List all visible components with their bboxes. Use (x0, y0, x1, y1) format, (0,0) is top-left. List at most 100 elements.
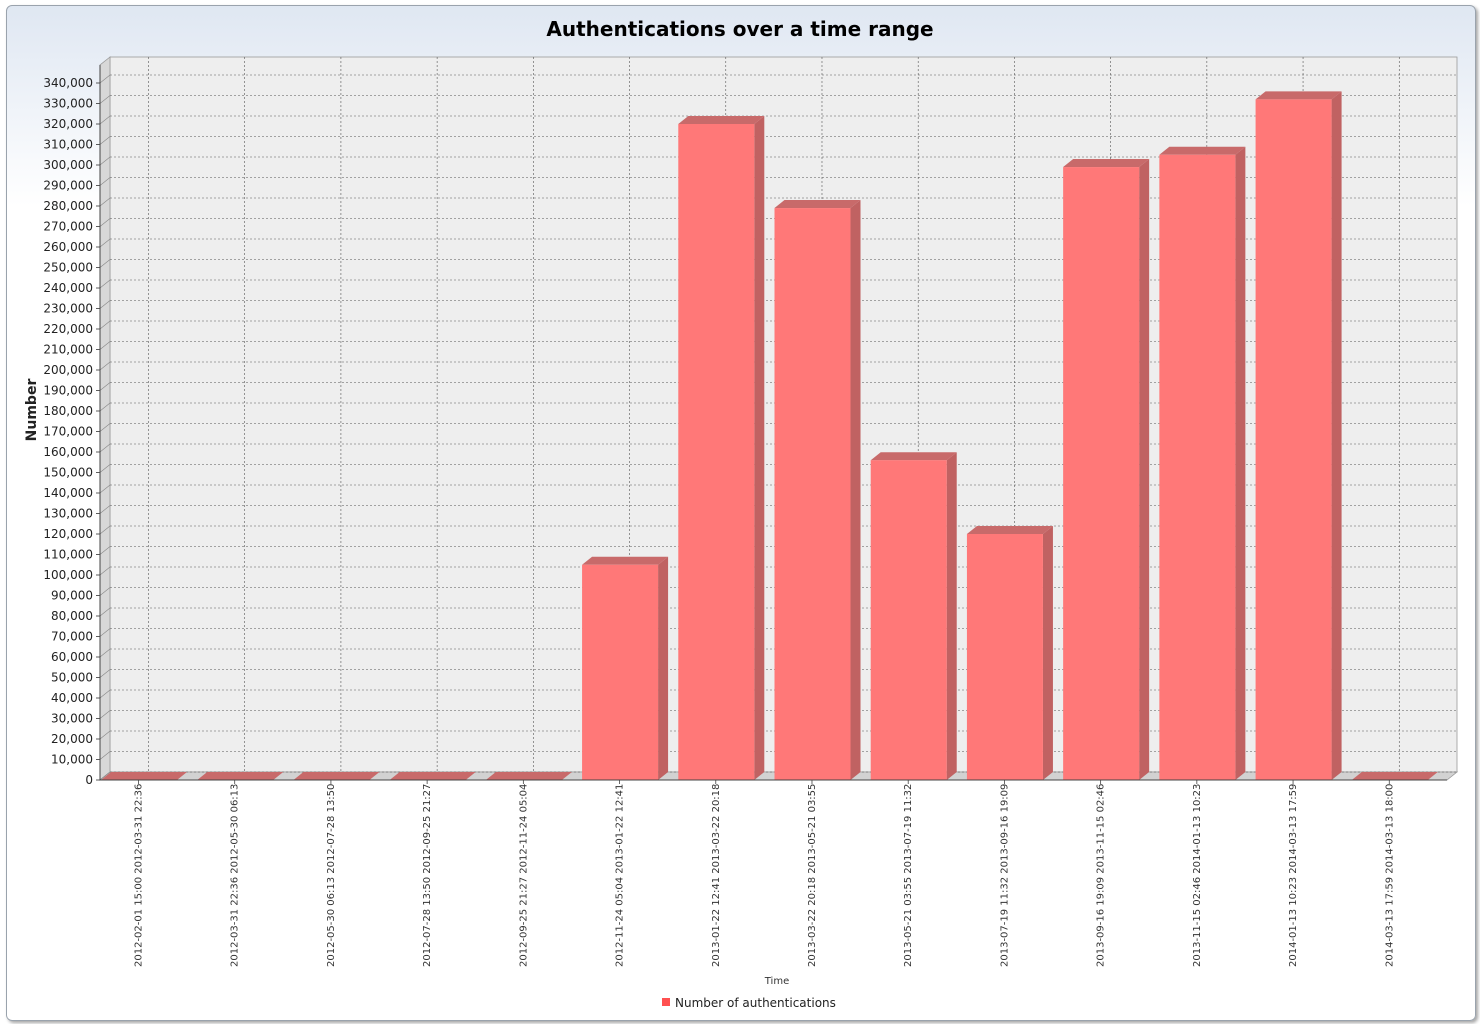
bar-front (1063, 167, 1140, 781)
bar-side (1331, 91, 1342, 780)
y-tick-label: 180,000 (43, 404, 93, 418)
bar (1351, 772, 1438, 780)
x-tick-label: 2013-05-21 03:55 2013-07-19 11:32 (903, 784, 914, 967)
bar (966, 526, 1053, 780)
bar-front (870, 460, 947, 780)
y-tick-label: 210,000 (43, 343, 93, 357)
h-gridline-side (99, 95, 111, 104)
bar-top (582, 556, 669, 565)
x-axis-label: Time (764, 976, 789, 987)
y-tick-label: 130,000 (43, 507, 93, 521)
bar (582, 556, 669, 780)
bar (485, 772, 572, 780)
bar-top (293, 772, 380, 780)
h-gridline-side (99, 320, 111, 330)
bar-top (870, 452, 957, 461)
bar (774, 200, 861, 781)
y-tick-label: 120,000 (43, 527, 93, 541)
x-tick-label: 2013-11-15 02:46 2014-01-13 10:23 (1192, 784, 1203, 967)
y-tick-label: 270,000 (43, 220, 93, 234)
bar-top (389, 772, 476, 780)
h-gridline-side (99, 771, 111, 781)
bar-side (1042, 526, 1053, 780)
h-gridline-side (99, 136, 111, 145)
x-tick-label: 2012-02-01 15:00 2012-03-31 22:36 (133, 784, 144, 967)
h-gridline-side (99, 279, 111, 289)
bar-top (101, 772, 188, 780)
legend-label: Number of authentications (675, 996, 836, 1010)
x-tick-label: 2013-07-19 11:32 2013-09-16 19:09 (999, 784, 1010, 967)
h-gridline-side (99, 710, 111, 719)
y-tick-label: 230,000 (43, 302, 93, 316)
bar-side (850, 200, 861, 781)
y-tick-label: 90,000 (51, 589, 93, 603)
x-tick-label: 2012-05-30 06:13 2012-07-28 13:50 (326, 784, 337, 967)
y-tick-label: 320,000 (43, 117, 93, 131)
bar-top (197, 772, 284, 780)
h-gridline-side (99, 341, 111, 350)
y-tick-label: 100,000 (43, 568, 93, 582)
x-tick-label: 2014-03-13 17:59 2014-03-13 18:00 (1384, 784, 1395, 967)
y-tick-label: 250,000 (43, 261, 93, 275)
y-tick-label: 20,000 (51, 732, 93, 746)
bar (101, 772, 188, 780)
y-tick-label: 280,000 (43, 199, 93, 213)
y-tick-label: 70,000 (51, 630, 93, 644)
bar-top (774, 200, 861, 209)
h-gridline-side (99, 177, 111, 186)
h-gridline-side (99, 115, 111, 125)
y-tick-label: 160,000 (43, 445, 93, 459)
bar-top (678, 116, 765, 124)
bar-side (946, 452, 957, 780)
h-gridline-side (99, 443, 111, 453)
h-gridline-side (99, 587, 111, 596)
bar (1063, 159, 1150, 781)
h-gridline-side (99, 607, 111, 617)
y-tick-label: 310,000 (43, 138, 93, 152)
y-tick-label: 140,000 (43, 486, 93, 500)
bar-side (754, 116, 765, 780)
bar-side (1235, 146, 1246, 780)
y-tick-label: 340,000 (43, 76, 93, 90)
h-gridline-side (99, 628, 111, 637)
x-tick-label: 2014-01-13 10:23 2014-03-13 17:59 (1288, 784, 1299, 967)
bar-top (485, 772, 572, 780)
y-tick-label: 190,000 (43, 384, 93, 398)
h-gridline-side (99, 218, 111, 227)
h-gridline-side (99, 423, 111, 432)
h-gridline-side (99, 525, 111, 535)
h-gridline-side (99, 689, 111, 699)
bar-front (774, 208, 851, 781)
bar-top (1255, 91, 1342, 100)
bar-front (1159, 154, 1236, 780)
h-gridline-side (99, 546, 111, 555)
bar-top (1063, 159, 1150, 168)
x-tick-label: 2012-03-31 22:36 2012-05-30 06:13 (230, 784, 241, 967)
x-tick-label: 2013-01-22 12:41 2013-03-22 20:18 (711, 784, 722, 967)
h-gridline-side (99, 484, 111, 494)
legend-swatch (662, 998, 670, 1006)
h-gridline-side (99, 751, 111, 760)
h-gridline-side (99, 648, 111, 658)
bar-front (678, 124, 755, 780)
y-tick-label: 200,000 (43, 363, 93, 377)
bar (293, 772, 380, 780)
h-gridline-side (99, 566, 111, 576)
y-tick-label: 220,000 (43, 322, 93, 336)
y-tick-label: 30,000 (51, 712, 93, 726)
y-tick-label: 300,000 (43, 158, 93, 172)
y-tick-label: 10,000 (51, 753, 93, 767)
h-gridline-side (99, 730, 111, 740)
bar-front (582, 564, 659, 780)
y-axis: 0 10,000 20,000 30,000 40,000 50,000 60,000 70,… (43, 65, 101, 787)
y-tick-label: 150,000 (43, 466, 93, 480)
h-gridline-side (99, 197, 111, 207)
y-tick-label: 240,000 (43, 281, 93, 295)
y-tick-label: 50,000 (51, 671, 93, 685)
x-tick-label: 2012-09-25 21:27 2012-11-24 05:04 (518, 784, 529, 967)
x-tick-label: 2012-11-24 05:04 2013-01-22 12:41 (615, 784, 626, 967)
h-gridline-side (99, 74, 111, 84)
h-gridline-side (99, 156, 111, 166)
bar-front (966, 534, 1043, 780)
